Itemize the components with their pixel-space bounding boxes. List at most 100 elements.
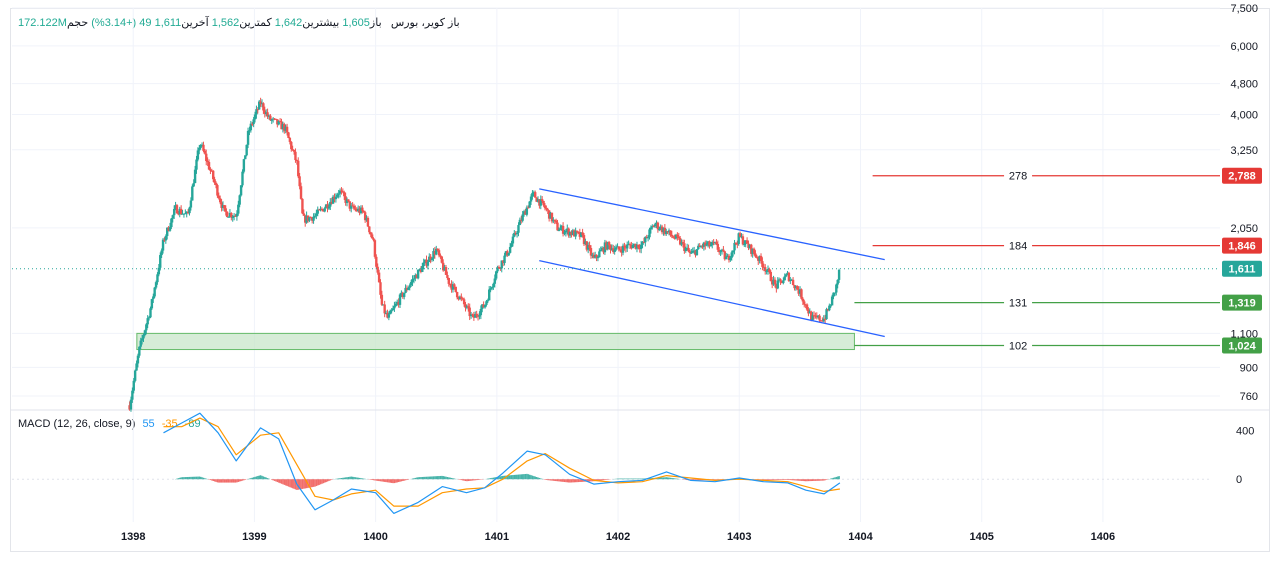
candle-body-354: [621, 245, 625, 253]
candle-body-379: [656, 222, 660, 230]
candle-body-154: [343, 192, 346, 197]
candle-body-299: [545, 208, 548, 210]
candle-body-275: [511, 236, 515, 244]
candle-body-261: [492, 283, 495, 288]
y-tick-0: 7,500: [1230, 3, 1258, 15]
y-tick-6: 1,100: [1230, 328, 1258, 340]
candle-body-437: [737, 233, 740, 244]
candle-body-151: [338, 190, 342, 194]
candle-body-333: [592, 254, 595, 258]
candle-body-183: [383, 304, 386, 314]
candle-body-475: [790, 279, 793, 281]
x-tick-0: 1398: [121, 531, 145, 543]
candle-body-293: [536, 199, 540, 202]
candle-body-112: [284, 126, 287, 131]
candle-body-465: [776, 280, 779, 289]
candle-body-27: [166, 227, 169, 237]
candle-body-494: [816, 315, 820, 318]
open-value: 1,605: [342, 17, 370, 29]
candle-body-259: [489, 288, 492, 290]
candle-body-238: [460, 296, 463, 299]
candle-body-281: [520, 219, 523, 221]
candle-body-406: [694, 250, 697, 256]
candle-body-397: [681, 242, 685, 244]
candle-body-421: [715, 242, 718, 244]
y-tick-1: 6,000: [1230, 41, 1258, 53]
candle-body-5: [135, 363, 138, 371]
candle-body-208: [418, 269, 421, 271]
candle-body-90: [253, 114, 257, 120]
candle-body-231: [450, 284, 453, 290]
candle-body-433: [731, 250, 735, 253]
close-label: آخرین: [181, 17, 209, 29]
candle-body-184: [384, 312, 388, 314]
candle-body-235: [455, 291, 459, 298]
candle-body-435: [734, 242, 738, 244]
candle-body-115: [288, 137, 292, 142]
candle-body-143: [327, 206, 331, 209]
candle-body-219: [433, 251, 437, 255]
candle-body-140: [323, 208, 326, 212]
candle-body-220: [435, 248, 438, 255]
candle-body-253: [481, 304, 484, 310]
candle-body-278: [515, 232, 519, 235]
candle-body-400: [685, 247, 689, 249]
candle-body-52: [200, 144, 204, 146]
candle-body-451: [757, 257, 760, 261]
candle-body-0: [128, 405, 131, 410]
candle-body-264: [496, 266, 499, 272]
candle-body-20: [156, 274, 159, 283]
candle-body-352: [619, 249, 622, 251]
candle-body-31: [171, 215, 174, 219]
channel-upper-line: [539, 188, 885, 261]
candle-body-205: [414, 275, 417, 279]
candle-body-188: [390, 310, 393, 312]
price-badge-102: 1,024: [1228, 341, 1256, 353]
change-value: 49 (+3.14%): [91, 17, 152, 29]
candle-body-47: [193, 169, 197, 184]
candle-body-314: [566, 228, 569, 231]
candle-body-321: [575, 230, 579, 232]
candle-body-439: [740, 236, 743, 238]
level-label-278: 278: [1009, 171, 1027, 183]
candle-body-337: [598, 251, 601, 258]
candle-body-344: [607, 242, 611, 246]
candle-body-61: [213, 179, 216, 183]
candle-body-54: [203, 150, 207, 154]
y-tick-7: 900: [1240, 362, 1258, 374]
candle-body-480: [797, 289, 800, 294]
candle-body-300: [546, 209, 549, 211]
candle-body-216: [429, 256, 432, 260]
candle-body-320: [574, 230, 577, 237]
candle-body-249: [475, 314, 478, 316]
candle-body-399: [684, 247, 687, 251]
candle-body-230: [448, 283, 452, 285]
candle-body-66: [220, 202, 223, 208]
price-badge-131: 1,319: [1228, 298, 1256, 310]
candle-body-411: [701, 246, 704, 248]
candle-body-370: [644, 236, 647, 243]
candle-body-153: [341, 191, 345, 193]
candle-body-221: [436, 248, 439, 251]
candle-body-427: [723, 251, 726, 260]
candle-body-177: [375, 256, 378, 267]
candle-body-69: [224, 208, 227, 212]
candle-body-144: [329, 201, 332, 207]
candle-body-67: [221, 205, 225, 208]
candle-body-75: [232, 215, 236, 217]
candle-body-141: [324, 204, 328, 209]
candle-body-48: [195, 159, 198, 170]
candle-body-454: [761, 261, 764, 267]
candle-body-111: [283, 124, 286, 131]
candle-body-256: [485, 301, 488, 305]
candle-body-80: [239, 185, 243, 196]
candle-body-374: [649, 227, 653, 230]
candle-body-316: [568, 231, 572, 236]
candle-body-229: [447, 277, 450, 284]
candle-body-373: [648, 229, 651, 238]
candle-body-366: [638, 247, 641, 250]
candle-body-295: [539, 199, 542, 206]
candle-body-18: [153, 287, 156, 297]
candle-body-124: [301, 198, 304, 214]
